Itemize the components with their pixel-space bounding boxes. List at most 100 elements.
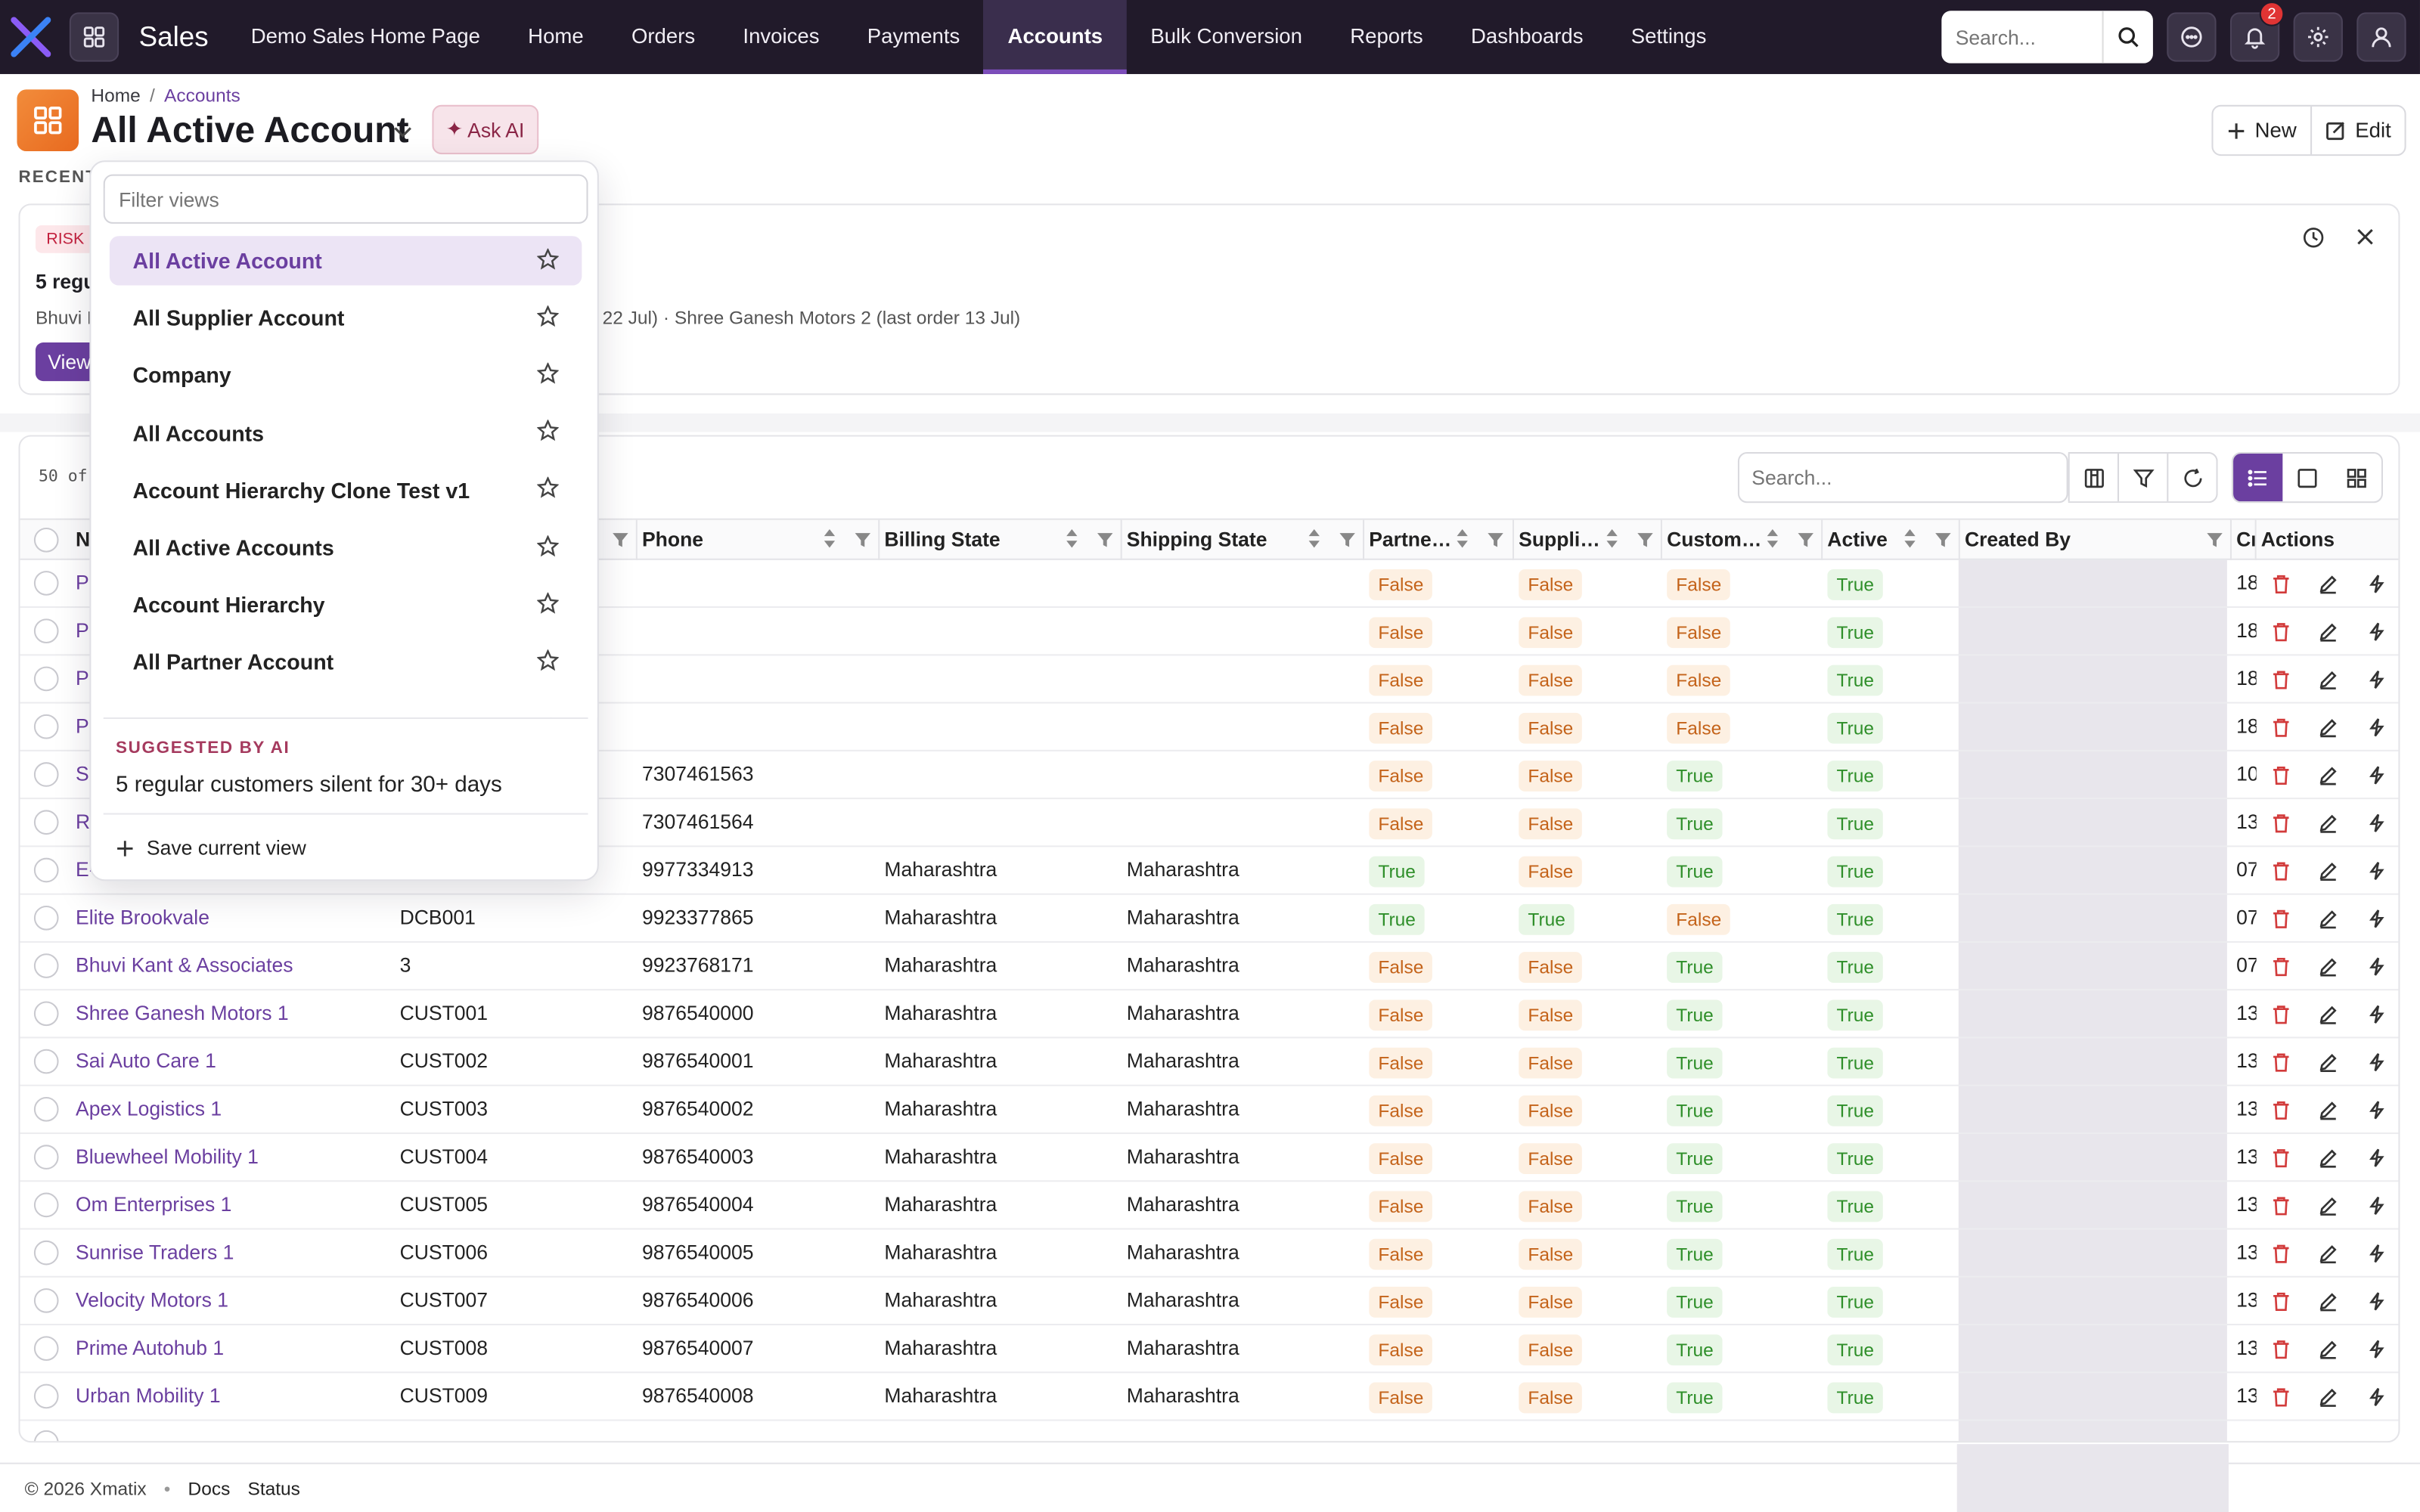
column-header-customer[interactable]: Custom…	[1667, 527, 1762, 551]
breadcrumb-accounts[interactable]: Accounts	[164, 85, 240, 107]
row-checkbox[interactable]	[33, 1097, 59, 1122]
row-checkbox[interactable]	[33, 1049, 59, 1074]
page-title[interactable]: All Active Account	[91, 109, 409, 150]
column-filter-icon[interactable]	[1636, 531, 1654, 549]
row-checkbox[interactable]	[33, 1430, 59, 1442]
row-checkbox[interactable]	[33, 1145, 59, 1170]
delete-icon[interactable]	[2257, 1243, 2304, 1263]
star-icon[interactable]	[536, 476, 560, 503]
edit-button[interactable]: Edit	[2310, 106, 2405, 155]
nav-item-home[interactable]: Home	[528, 24, 584, 48]
xmatix-logo-icon[interactable]	[9, 15, 52, 58]
view-option[interactable]: Account Hierarchy Clone Test v1	[110, 466, 582, 515]
edit-icon[interactable]	[2304, 956, 2352, 976]
delete-icon[interactable]	[2257, 812, 2304, 832]
column-separator[interactable]	[1821, 519, 1823, 560]
column-header-partner[interactable]: Partne…	[1369, 527, 1452, 551]
view-option[interactable]: Account Hierarchy	[110, 581, 582, 630]
search-icon[interactable]	[2102, 11, 2152, 64]
gear-icon[interactable]	[2293, 12, 2343, 62]
row-checkbox[interactable]	[33, 857, 59, 883]
table-row[interactable]: Ra7307461564FalseFalseTrueTrue13	[20, 799, 2399, 847]
star-icon[interactable]	[536, 419, 560, 446]
table-row[interactable]: Velocity Motors 1 CUST007 9876540006 Mahara…	[20, 1278, 2399, 1326]
cell-name[interactable]: Shree Ganesh Motors 1	[75, 1001, 289, 1025]
row-checkbox[interactable]	[33, 666, 59, 692]
table-row[interactable]: PuFalseFalseFalseTrue18	[20, 655, 2399, 704]
sort-icon[interactable]	[1903, 528, 1916, 550]
edit-icon[interactable]	[2304, 860, 2352, 881]
column-header-actions[interactable]: Actions	[2260, 527, 2335, 551]
table-row[interactable]: E- 9977334913 Maharashtra Maharashtra True Fa…	[20, 847, 2399, 895]
table-row[interactable]: Urban Mobility 1 CUST009 9876540008 Maharas…	[20, 1373, 2399, 1421]
lightning-icon[interactable]	[2352, 908, 2398, 928]
table-row[interactable]: Elite Brookvale DCB001 9923377865 Maharasht…	[20, 895, 2399, 943]
edit-icon[interactable]	[2304, 717, 2352, 737]
cell-name[interactable]: Om Enterprises 1	[75, 1192, 232, 1216]
lightning-icon[interactable]	[2352, 956, 2398, 976]
select-all-checkbox[interactable]	[33, 527, 59, 553]
view-option[interactable]: All Supplier Account	[110, 293, 582, 342]
column-header-billing-state[interactable]: Billing State	[884, 527, 1001, 551]
chat-icon[interactable]	[2167, 12, 2217, 62]
edit-icon[interactable]	[2304, 1099, 2352, 1120]
column-header-created-by[interactable]: Created By	[1964, 527, 2071, 551]
column-header-phone[interactable]: Phone	[641, 527, 704, 551]
column-separator[interactable]	[1120, 519, 1122, 560]
cell-name[interactable]: Velocity Motors 1	[75, 1288, 229, 1312]
column-filter-icon[interactable]	[1796, 531, 1814, 549]
lightning-icon[interactable]	[2352, 669, 2398, 689]
nav-item-orders[interactable]: Orders	[631, 24, 696, 48]
delete-icon[interactable]	[2257, 621, 2304, 641]
column-separator[interactable]	[1958, 519, 1960, 560]
table-row[interactable]: Sai Auto Care 1 CUST002 9876540001 Maharash…	[20, 1038, 2399, 1086]
row-checkbox[interactable]	[33, 1240, 59, 1266]
column-separator[interactable]	[635, 519, 638, 560]
edit-icon[interactable]	[2304, 621, 2352, 641]
column-separator[interactable]	[1512, 519, 1515, 560]
sort-icon[interactable]	[1455, 528, 1469, 550]
star-icon[interactable]	[536, 534, 560, 561]
row-checkbox[interactable]	[33, 571, 59, 596]
star-icon[interactable]	[536, 304, 560, 331]
sort-icon[interactable]	[1605, 528, 1618, 550]
cell-name[interactable]: Urban Mobility 1	[75, 1383, 221, 1408]
lightning-icon[interactable]	[2352, 1338, 2398, 1359]
table-row[interactable]: PuFalseFalseFalseTrue18	[20, 704, 2399, 751]
row-checkbox[interactable]	[33, 1383, 59, 1409]
edit-icon[interactable]	[2304, 1052, 2352, 1072]
new-button[interactable]: New	[2214, 107, 2311, 154]
delete-icon[interactable]	[2257, 1004, 2304, 1024]
row-checkbox[interactable]	[33, 714, 59, 739]
column-filter-icon[interactable]	[854, 531, 872, 549]
column-separator[interactable]	[1660, 519, 1662, 560]
delete-icon[interactable]	[2257, 573, 2304, 593]
columns-icon[interactable]	[2068, 453, 2118, 502]
list-view-icon[interactable]	[2233, 453, 2283, 502]
edit-icon[interactable]	[2304, 1243, 2352, 1263]
delete-icon[interactable]	[2257, 1099, 2304, 1120]
row-checkbox[interactable]	[33, 1288, 59, 1313]
apps-grid-icon[interactable]	[69, 12, 119, 62]
table-row[interactable]: Bluewheel Mobility 1 CUST004 9876540003 Mah…	[20, 1134, 2399, 1182]
edit-icon[interactable]	[2304, 908, 2352, 928]
nav-item-invoices[interactable]: Invoices	[743, 24, 820, 48]
filter-icon[interactable]	[2117, 453, 2167, 502]
nav-item-reports[interactable]: Reports	[1350, 24, 1423, 48]
column-separator[interactable]	[1363, 519, 1365, 560]
column-separator[interactable]	[2254, 519, 2257, 560]
table-row[interactable]: PuFalseFalseFalseTrue18	[20, 608, 2399, 656]
edit-icon[interactable]	[2304, 812, 2352, 832]
star-icon[interactable]	[536, 246, 560, 274]
table-row[interactable]: Sunrise Traders 1 CUST006 9876540005 Mahara…	[20, 1230, 2399, 1278]
nav-item-settings[interactable]: Settings	[1630, 24, 1707, 48]
delete-icon[interactable]	[2257, 1195, 2304, 1216]
column-header-created-on[interactable]: Cr	[2236, 527, 2254, 551]
lightning-icon[interactable]	[2352, 1147, 2398, 1167]
column-filter-icon[interactable]	[1338, 531, 1356, 549]
column-separator[interactable]	[878, 519, 880, 560]
sort-icon[interactable]	[1766, 528, 1779, 550]
view-option[interactable]: All Active Account	[109, 236, 582, 286]
delete-icon[interactable]	[2257, 860, 2304, 881]
close-icon[interactable]	[2355, 227, 2375, 255]
